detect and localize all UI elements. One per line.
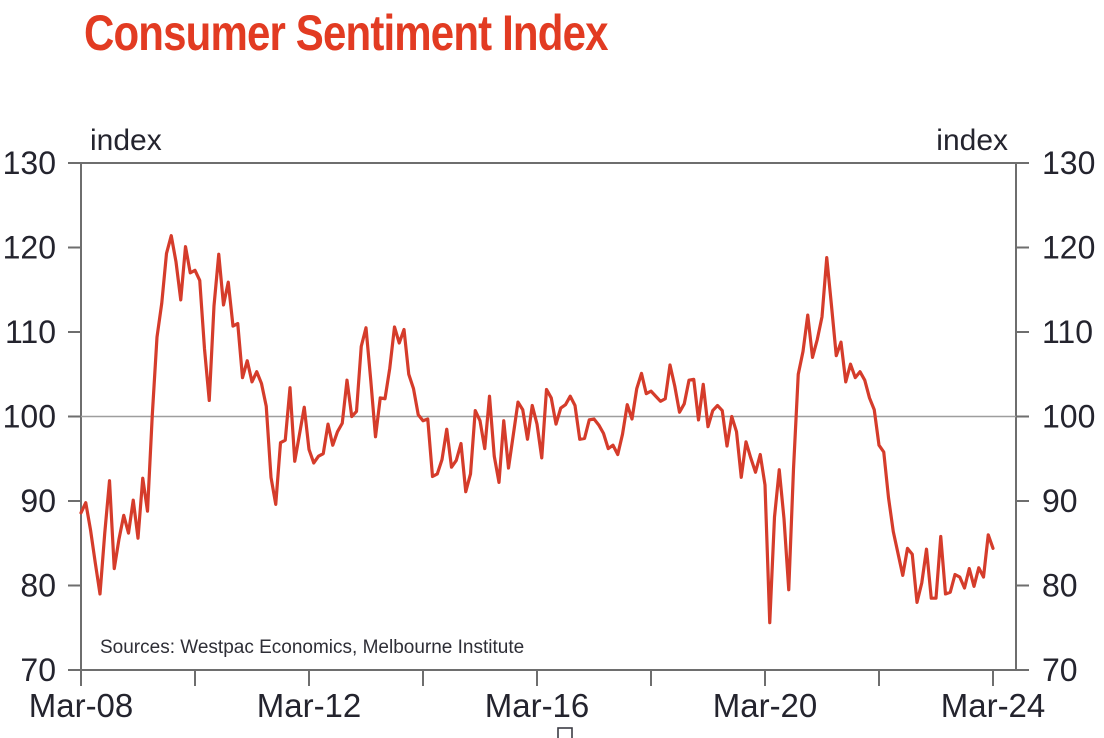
x-tick-label: Mar-08	[29, 687, 134, 724]
y-axis-labels-left: 70 80 90 100 110 120 130	[3, 145, 56, 688]
y-tick-label-right: 90	[1042, 483, 1078, 519]
y-tick-label-right: 70	[1042, 652, 1078, 688]
y-tick-label-left: 80	[20, 568, 56, 604]
x-tick-label: Mar-12	[257, 687, 362, 724]
x-tick-label: Mar-24	[941, 687, 1046, 724]
stray-glyph-box	[557, 727, 573, 738]
chart-title: Consumer Sentiment Index	[84, 5, 608, 61]
y-axis-unit-left: index	[90, 124, 162, 157]
axis-ticks	[68, 162, 1029, 686]
y-tick-label-left: 110	[5, 314, 56, 350]
y-tick-label-right: 110	[1042, 314, 1093, 350]
x-axis-labels: Mar-08 Mar-12 Mar-16 Mar-20 Mar-24	[29, 687, 1046, 724]
y-axis-unit-right: index	[936, 124, 1008, 157]
sentiment-line	[79, 234, 995, 625]
y-axis-labels-right: 70 80 90 100 110 120 130	[1042, 145, 1095, 688]
y-tick-label-left: 90	[20, 483, 56, 519]
source-note: Sources: Westpac Economics, Melbourne In…	[100, 637, 524, 658]
x-tick-label: Mar-20	[713, 687, 818, 724]
y-tick-label-left: 120	[3, 230, 56, 266]
y-tick-label-right: 130	[1042, 145, 1095, 181]
y-tick-label-left: 130	[3, 145, 56, 181]
y-tick-label-right: 120	[1042, 230, 1095, 266]
y-tick-label-right: 100	[1042, 399, 1095, 435]
x-tick-label: Mar-16	[485, 687, 590, 724]
y-tick-label-left: 70	[20, 652, 56, 688]
y-tick-label-right: 80	[1042, 568, 1078, 604]
y-tick-label-left: 100	[3, 399, 56, 435]
